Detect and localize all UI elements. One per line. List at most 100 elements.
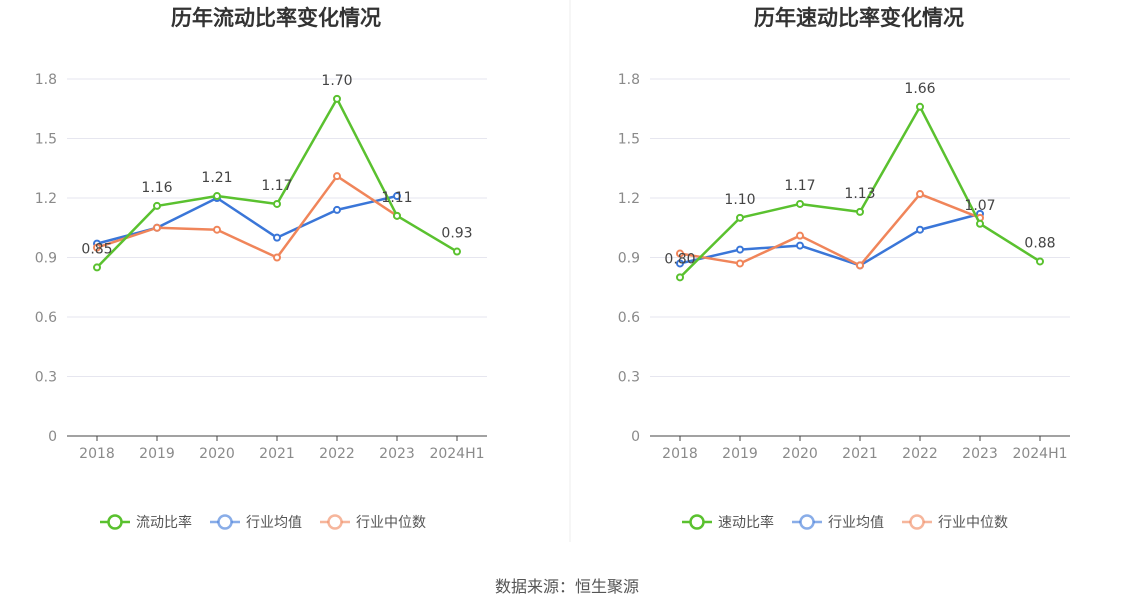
data-label: 1.11 — [381, 190, 412, 206]
data-label: 1.70 — [321, 73, 352, 89]
data-label: 1.17 — [784, 178, 815, 194]
legend-swatch-marker — [327, 514, 343, 530]
data-point — [213, 192, 221, 201]
data-point — [796, 231, 804, 240]
legend-label: 行业均值 — [828, 515, 884, 531]
x-tick-label: 2024H1 — [1012, 446, 1067, 462]
legend-swatch-marker — [217, 514, 233, 530]
data-point — [393, 211, 401, 220]
data-point — [796, 199, 804, 208]
data-point — [916, 190, 924, 199]
legend-swatch-marker — [107, 514, 123, 530]
data-label: 1.13 — [844, 186, 875, 202]
legend-item[interactable]: 行业均值 — [210, 514, 302, 531]
y-tick-label: 1.5 — [618, 132, 640, 148]
data-label: 0.93 — [441, 226, 472, 242]
data-point — [676, 259, 684, 268]
data-point — [213, 225, 221, 234]
chart-title: 历年速动比率变化情况 — [754, 6, 964, 30]
legend-label: 行业均值 — [246, 515, 302, 531]
data-label: 1.21 — [201, 170, 232, 186]
chart-title: 历年流动比率变化情况 — [171, 6, 381, 30]
data-point — [916, 102, 924, 111]
legend-swatch-marker — [799, 514, 815, 530]
data-point — [796, 241, 804, 250]
data-point — [453, 247, 461, 256]
data-point — [93, 243, 101, 252]
y-tick-label: 0.6 — [35, 310, 57, 326]
series-line — [96, 174, 398, 259]
y-tick-label: 1.2 — [618, 191, 640, 207]
x-tick-label: 2024H1 — [429, 446, 484, 462]
data-point — [93, 263, 101, 272]
data-label: 0.80 — [664, 251, 695, 267]
y-tick-label: 0.3 — [35, 370, 57, 386]
y-tick-label: 1.2 — [35, 191, 57, 207]
data-point — [333, 172, 341, 181]
x-tick-label: 2021 — [259, 446, 295, 462]
quick-ratio-chart: 历年速动比率变化情况 0 0.3 0.6 0.9 1.2 1.5 1.8 2018 2019 202… — [618, 6, 1070, 531]
data-point — [333, 205, 341, 214]
data-point — [736, 213, 744, 222]
legend-swatch-marker — [689, 514, 705, 530]
data-label: 1.17 — [261, 178, 292, 194]
data-point — [676, 273, 684, 282]
legend-item[interactable]: 行业中位数 — [902, 514, 1008, 531]
y-tick-label: 0 — [48, 429, 57, 445]
current-ratio-chart: 历年流动比率变化情况 0 0.3 0.6 0.9 1.2 1.5 1.8 2018 2019 202… — [35, 6, 487, 531]
data-label: 0.88 — [1024, 235, 1055, 251]
data-label: 1.07 — [964, 198, 995, 214]
series-line — [679, 192, 981, 267]
x-tick-label: 2023 — [379, 446, 415, 462]
x-tick-label: 2021 — [842, 446, 878, 462]
data-label: 1.16 — [141, 180, 172, 196]
x-tick-label: 2020 — [782, 446, 818, 462]
y-tick-label: 0.6 — [618, 310, 640, 326]
x-tick-label: 2018 — [662, 446, 698, 462]
legend-label: 行业中位数 — [356, 515, 426, 531]
data-point — [153, 201, 161, 210]
data-label: 1.66 — [904, 81, 935, 97]
data-point — [856, 261, 864, 270]
y-tick-label: 1.8 — [35, 72, 57, 88]
x-tick-label: 2020 — [199, 446, 235, 462]
series-line — [679, 212, 981, 267]
x-tick-label: 2022 — [319, 446, 355, 462]
y-tick-label: 0.9 — [618, 251, 640, 267]
data-label: 0.85 — [81, 241, 112, 257]
legend-label: 行业中位数 — [938, 515, 1008, 531]
data-point — [916, 225, 924, 234]
data-point — [393, 192, 401, 201]
data-point — [736, 245, 744, 254]
data-point — [1036, 257, 1044, 266]
legend-item[interactable]: 行业均值 — [792, 514, 884, 531]
data-point — [153, 223, 161, 232]
x-tick-label: 2018 — [79, 446, 115, 462]
y-tick-label: 1.8 — [618, 72, 640, 88]
y-tick-label: 0.3 — [618, 370, 640, 386]
data-point — [856, 207, 864, 216]
y-tick-label: 1.5 — [35, 132, 57, 148]
legend-item[interactable]: 行业中位数 — [320, 514, 426, 531]
data-point — [273, 253, 281, 262]
x-tick-label: 2019 — [722, 446, 758, 462]
data-point — [273, 199, 281, 208]
data-point — [273, 233, 281, 242]
data-point — [333, 94, 341, 103]
x-tick-label: 2022 — [902, 446, 938, 462]
data-source-note: 数据来源：恒生聚源 — [495, 577, 639, 596]
legend-item[interactable]: 速动比率 — [682, 514, 774, 531]
legend-swatch-marker — [909, 514, 925, 530]
y-tick-label: 0 — [631, 429, 640, 445]
legend-label: 速动比率 — [718, 514, 774, 531]
x-tick-label: 2023 — [962, 446, 998, 462]
data-point — [976, 219, 984, 228]
x-tick-label: 2019 — [139, 446, 175, 462]
data-label: 1.10 — [724, 192, 755, 208]
y-tick-label: 0.9 — [35, 251, 57, 267]
data-point — [736, 259, 744, 268]
legend-item[interactable]: 流动比率 — [100, 514, 192, 531]
data-point — [676, 249, 684, 258]
legend-label: 流动比率 — [136, 514, 192, 531]
